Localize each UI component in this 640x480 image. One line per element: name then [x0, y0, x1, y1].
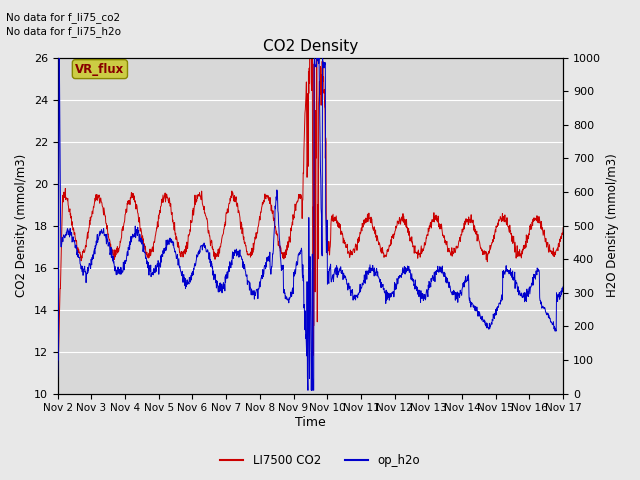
Y-axis label: CO2 Density (mmol/m3): CO2 Density (mmol/m3) — [15, 154, 28, 297]
Text: No data for f_li75_h2o: No data for f_li75_h2o — [6, 26, 122, 37]
Legend: LI7500 CO2, op_h2o: LI7500 CO2, op_h2o — [215, 449, 425, 472]
Text: VR_flux: VR_flux — [76, 63, 125, 76]
X-axis label: Time: Time — [295, 416, 326, 429]
Y-axis label: H2O Density (mmol/m3): H2O Density (mmol/m3) — [607, 154, 620, 298]
Text: No data for f_li75_co2: No data for f_li75_co2 — [6, 12, 120, 23]
Title: CO2 Density: CO2 Density — [263, 39, 358, 54]
